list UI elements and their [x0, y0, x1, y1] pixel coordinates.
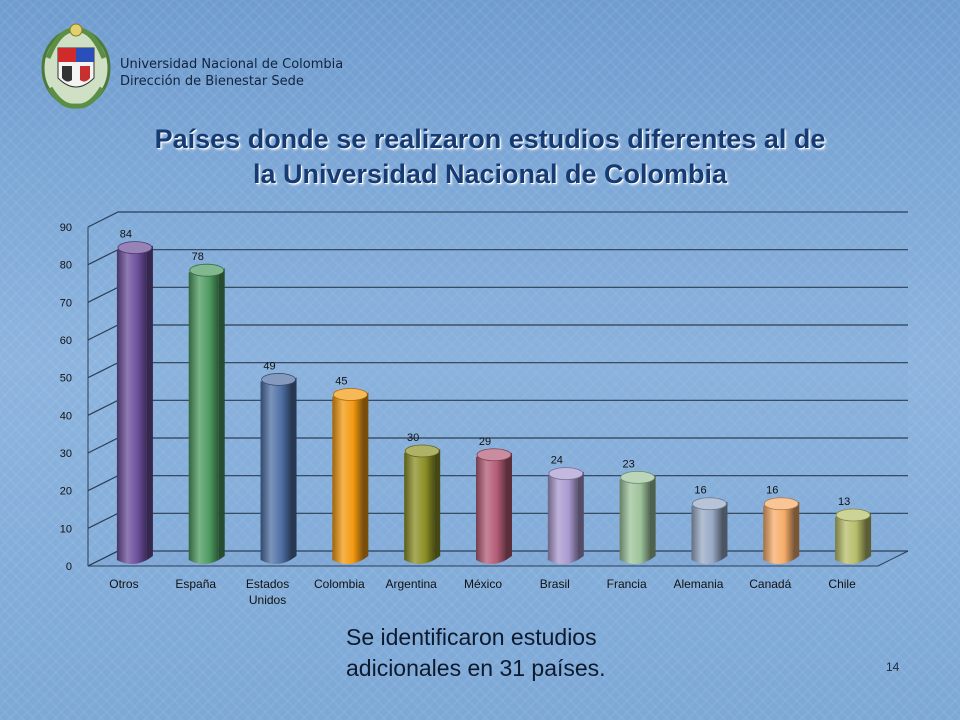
data-label: 24	[551, 455, 563, 467]
x-tick-label: Chile	[828, 577, 856, 591]
bar-top	[763, 497, 799, 511]
x-tick-label-line: Brasil	[540, 577, 570, 591]
x-tick-label-line: Chile	[828, 577, 856, 591]
gridline	[87, 211, 908, 228]
bar-side	[146, 245, 153, 560]
bar	[260, 381, 291, 564]
bar-top	[692, 497, 727, 511]
slide-title: Países donde se realizaron estudios dife…	[60, 122, 920, 192]
bar-side	[793, 501, 800, 560]
university-seal-logo	[41, 23, 111, 109]
bar-side	[721, 501, 728, 560]
data-label: 16	[766, 485, 778, 497]
y-tick-label: 0	[66, 561, 72, 573]
data-label: 78	[192, 251, 204, 263]
bar	[547, 475, 578, 564]
bar-top	[404, 444, 440, 458]
x-tick-label: Canadá	[749, 577, 791, 591]
x-tick-label: Otros	[109, 577, 138, 591]
page-number: 14	[886, 660, 900, 674]
x-tick-label-line: Argentina	[385, 577, 437, 591]
summary-note: Se identificaron estudios adicionales en…	[346, 622, 606, 684]
bar-side	[434, 449, 441, 560]
data-label: 84	[120, 229, 132, 241]
bar-top	[835, 508, 871, 522]
x-tick-label-line: México	[464, 577, 502, 591]
bar-top	[189, 263, 225, 277]
x-tick-label: México	[464, 577, 502, 591]
x-tick-label: Francia	[607, 577, 647, 591]
bar-top	[476, 448, 512, 462]
y-tick-label: 40	[60, 410, 72, 422]
x-tick-label-line: España	[175, 577, 216, 591]
bar	[691, 505, 722, 564]
data-label: 23	[623, 458, 635, 470]
bar	[116, 249, 147, 564]
department-name: Dirección de Bienestar Sede	[120, 74, 304, 89]
bar	[188, 272, 219, 564]
bar-side	[362, 392, 369, 560]
x-tick-label-line: Otros	[109, 577, 138, 591]
x-tick-label: Brasil	[540, 577, 570, 591]
data-label: 29	[479, 436, 491, 448]
title-line-2: la Universidad Nacional de Colombia	[252, 159, 728, 189]
institution-text: Universidad Nacional de Colombia Direcci…	[120, 56, 343, 90]
bar-top	[332, 388, 368, 401]
header: Universidad Nacional de Colombia Direcci…	[40, 18, 440, 113]
y-tick-label: 50	[60, 373, 72, 385]
bar-side	[865, 513, 872, 560]
data-label: 45	[335, 376, 347, 388]
y-tick-label: 10	[60, 523, 72, 535]
x-tick-label-line: Unidos	[249, 593, 286, 607]
bar-side	[290, 377, 297, 560]
x-tick-label: Alemania	[673, 577, 723, 591]
bar-side	[649, 475, 656, 560]
data-label: 30	[407, 432, 419, 444]
y-tick-label: 30	[60, 448, 72, 460]
title-line-1: Países donde se realizaron estudios dife…	[154, 124, 826, 154]
institution-name: Universidad Nacional de Colombia	[120, 57, 344, 72]
chart-back-wall	[118, 212, 908, 551]
bar-top	[261, 373, 296, 386]
data-label: 16	[694, 485, 706, 497]
bar-top	[620, 470, 656, 484]
x-tick-label-line: Estados	[246, 577, 289, 591]
bar	[835, 517, 866, 564]
x-tick-label-line: Colombia	[314, 577, 365, 591]
x-tick-label: Estados Unidos	[246, 577, 289, 607]
bar	[619, 479, 650, 564]
bar-top	[117, 241, 153, 255]
y-tick-label: 80	[60, 260, 72, 272]
data-label: 13	[838, 496, 850, 508]
x-tick-label: Colombia	[314, 577, 365, 591]
bar-side	[218, 268, 225, 560]
x-tick-label-line: Canadá	[749, 577, 791, 591]
y-tick-label: 70	[60, 297, 72, 309]
bar-top	[548, 467, 584, 481]
data-label: 49	[263, 360, 275, 372]
x-tick-label: España	[175, 577, 216, 591]
y-tick-label: 90	[60, 222, 72, 234]
note-line-1: Se identificaron estudios	[346, 624, 597, 650]
bar	[332, 396, 363, 564]
x-tick-label-line: Francia	[607, 577, 647, 591]
bar-side	[506, 452, 512, 560]
y-tick-label: 60	[60, 335, 72, 347]
x-tick-label-line: Alemania	[673, 577, 723, 591]
note-line-2: adicionales en 31 países.	[346, 655, 606, 681]
y-tick-label: 20	[60, 486, 72, 498]
bar	[476, 456, 506, 564]
x-tick-label: Argentina	[385, 577, 437, 591]
bar-side	[577, 471, 584, 560]
bar	[763, 505, 794, 564]
bar	[404, 453, 435, 564]
